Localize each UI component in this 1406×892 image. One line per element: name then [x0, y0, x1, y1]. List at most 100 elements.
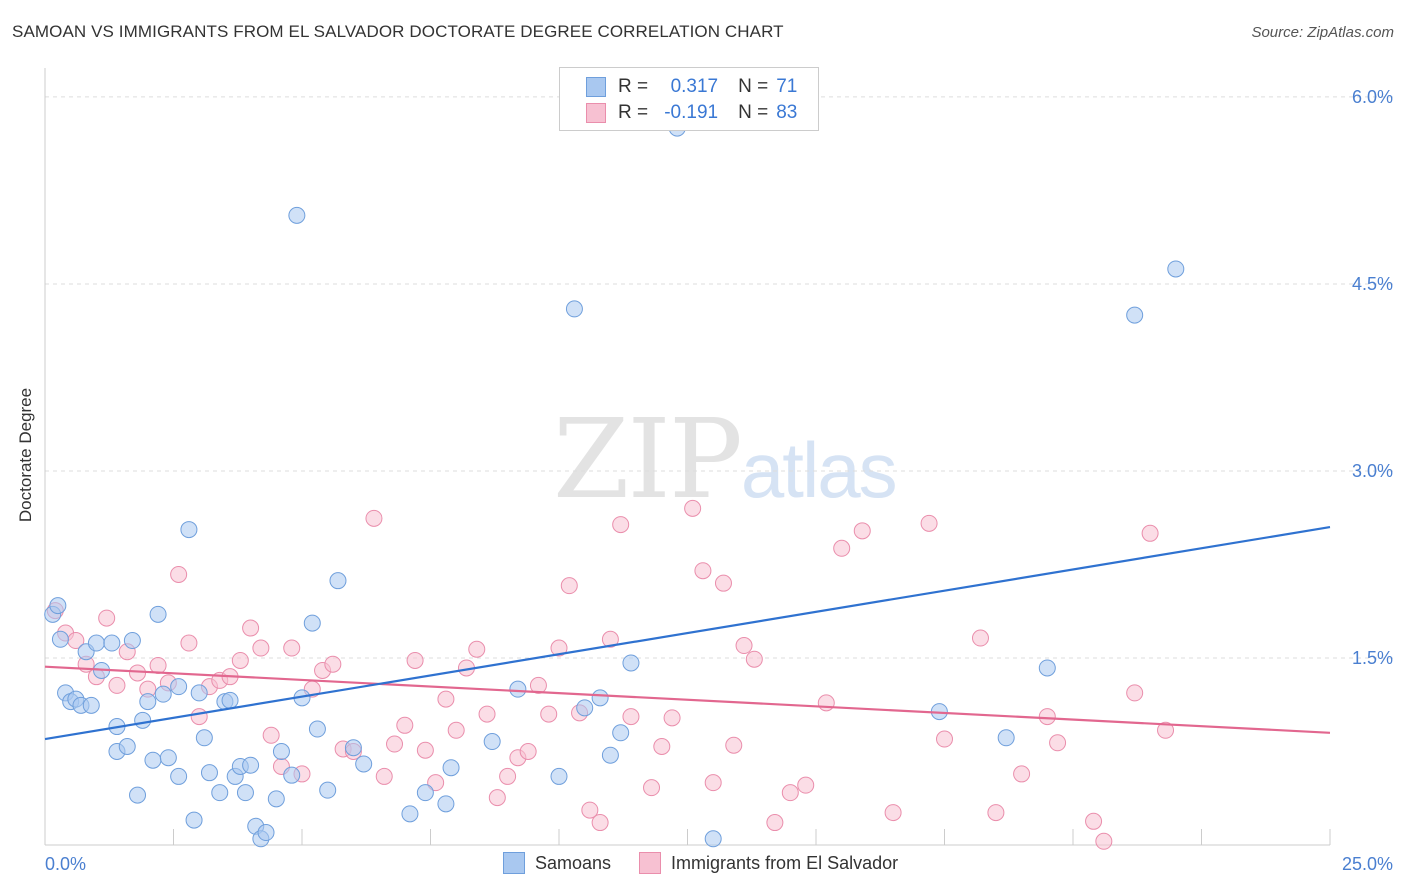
legend-r-label: R = [618, 102, 649, 123]
data-point-el-salvador [365, 509, 383, 527]
data-point-samoans [180, 521, 198, 539]
data-point-samoans [82, 696, 100, 714]
data-point-samoans [159, 749, 177, 767]
tick-labels: 1.5% 3.0% 4.5% 6.0% 0.0% 25.0% [45, 87, 1393, 874]
trend-line-el-salvador [44, 665, 1331, 734]
data-point-samoans [154, 685, 172, 703]
source-credit: Source: ZipAtlas.com [1251, 24, 1394, 41]
data-point-el-salvador [663, 709, 681, 727]
data-point-samoans [329, 572, 347, 590]
data-point-samoans [704, 830, 722, 848]
data-point-el-salvador [447, 721, 465, 739]
data-point-el-salvador [1126, 684, 1144, 702]
data-point-el-salvador [817, 694, 835, 712]
data-point-el-salvador [190, 708, 208, 726]
legend-swatch-el-salvador [586, 103, 606, 123]
data-point-samoans [87, 634, 105, 652]
data-point-samoans [344, 739, 362, 757]
data-point-el-salvador [283, 639, 301, 657]
data-point-el-salvador [478, 705, 496, 723]
data-point-el-salvador [745, 650, 763, 668]
correlation-legend: R = 0.317 N = 71 R = -0.191 N = 83 [559, 67, 819, 131]
data-point-el-salvador [108, 676, 126, 694]
data-point-el-salvador [540, 705, 558, 723]
data-point-el-salvador [416, 741, 434, 759]
data-point-samoans [591, 689, 609, 707]
legend-n-label: N = [738, 76, 769, 97]
data-point-samoans [118, 738, 136, 756]
watermark-atlas: atlas [740, 426, 898, 514]
y-tick-label: 1.5% [1352, 648, 1393, 668]
data-point-samoans [601, 746, 619, 764]
data-point-el-salvador [781, 784, 799, 802]
data-point-el-salvador [560, 577, 578, 595]
data-point-samoans [129, 786, 147, 804]
data-point-el-salvador [1157, 721, 1175, 739]
grid-lines [45, 96, 1395, 659]
chart-title: SAMOAN VS IMMIGRANTS FROM EL SALVADOR DO… [12, 22, 784, 41]
data-point-samoans [272, 742, 290, 760]
data-point-el-salvador [98, 609, 116, 627]
data-point-el-salvador [704, 774, 722, 792]
data-point-el-salvador [694, 562, 712, 580]
watermark: ZIPatlas [553, 395, 898, 523]
data-point-el-salvador [581, 801, 599, 819]
data-point-samoans [200, 764, 218, 782]
data-point-samoans [49, 597, 67, 615]
data-point-samoans [565, 300, 583, 318]
legend-label-samoans: Samoans [535, 852, 612, 873]
legend-row-el-salvador: R = -0.191 N = 83 [586, 101, 797, 125]
data-point-el-salvador [231, 651, 249, 669]
data-point-samoans [1038, 659, 1056, 677]
data-point-samoans [123, 632, 141, 650]
data-point-el-salvador [1013, 765, 1031, 783]
data-point-el-salvador [1085, 812, 1103, 830]
data-point-samoans [242, 756, 260, 774]
series-samoans-points [44, 119, 1185, 848]
data-point-samoans [139, 693, 157, 711]
data-point-samoans [319, 781, 337, 799]
data-point-samoans [103, 634, 121, 652]
x-tick-label: 25.0% [1342, 854, 1393, 874]
data-point-el-salvador [797, 776, 815, 794]
data-point-el-salvador [242, 619, 260, 637]
data-point-samoans [195, 729, 213, 747]
data-point-samoans [442, 759, 460, 777]
data-point-el-salvador [735, 637, 753, 655]
data-point-el-salvador [396, 716, 414, 734]
series-immigrants-el-salvador-points [46, 499, 1175, 850]
data-point-el-salvador [987, 804, 1005, 822]
legend-n-el-salvador: 83 [776, 102, 798, 123]
data-point-samoans [221, 691, 239, 709]
data-point-samoans [257, 824, 275, 842]
data-point-samoans [401, 805, 419, 823]
data-point-el-salvador [766, 814, 784, 832]
data-point-samoans [483, 733, 501, 751]
data-point-el-salvador [324, 655, 342, 673]
data-point-samoans [211, 784, 229, 802]
data-point-samoans [170, 767, 188, 785]
series-legend: Samoans Immigrants from El Salvador [503, 852, 926, 874]
x-tick-label: 0.0% [45, 854, 86, 874]
data-point-samoans [283, 766, 301, 784]
legend-r-label: R = [618, 76, 649, 97]
data-point-samoans [236, 784, 254, 802]
trend-lines [44, 525, 1331, 741]
legend-n-samoans: 71 [776, 76, 798, 97]
data-point-samoans [149, 605, 167, 623]
data-point-el-salvador [129, 664, 147, 682]
legend-n-label: N = [738, 102, 769, 123]
data-point-el-salvador [601, 630, 619, 648]
data-point-el-salvador [550, 639, 568, 657]
data-point-el-salvador [653, 738, 671, 756]
data-point-el-salvador [149, 656, 167, 674]
data-point-samoans [303, 614, 321, 632]
data-point-el-salvador [1049, 734, 1067, 752]
y-tick-label: 3.0% [1352, 461, 1393, 481]
data-point-el-salvador [833, 539, 851, 557]
data-point-el-salvador [468, 640, 486, 658]
data-point-el-salvador [1095, 832, 1113, 850]
legend-r-samoans: 0.317 [670, 76, 719, 97]
data-point-el-salvador [427, 774, 445, 792]
